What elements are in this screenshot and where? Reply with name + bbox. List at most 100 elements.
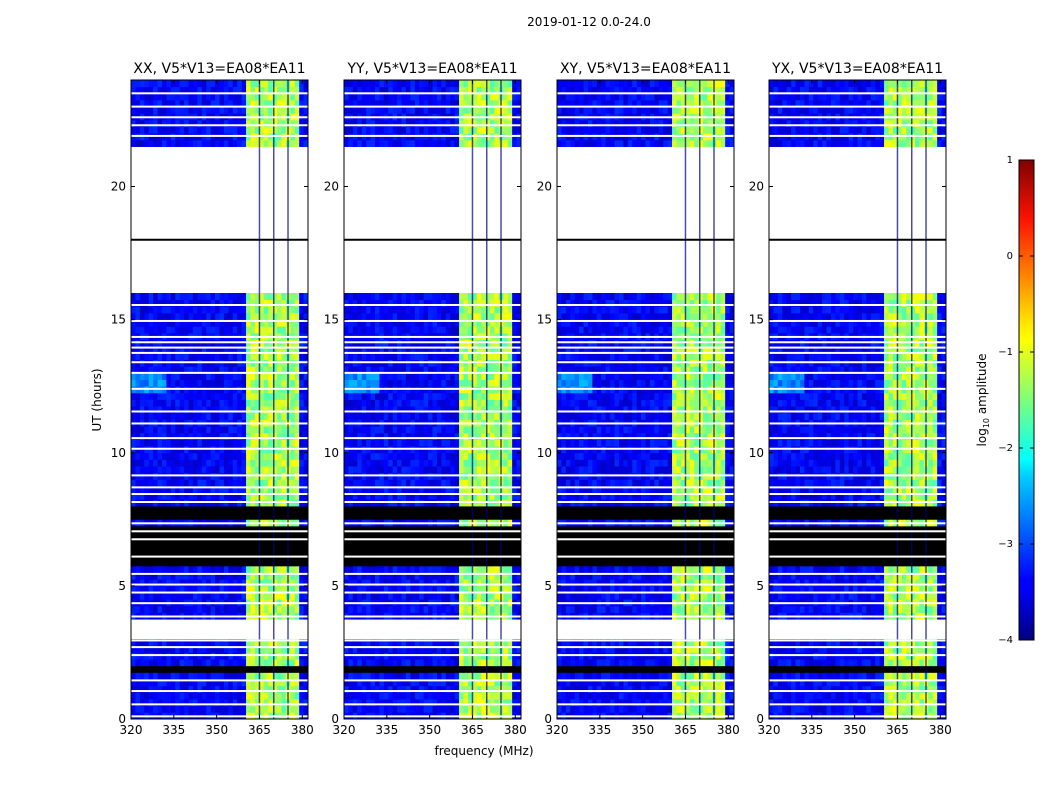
heatmap-cell — [294, 299, 300, 307]
heatmap-cell — [254, 639, 260, 647]
heatmap-cell — [294, 665, 300, 673]
heatmap-cell — [153, 592, 158, 600]
heatmap-cell — [344, 426, 349, 434]
heatmap-cell — [210, 672, 216, 680]
heatmap-cell — [366, 645, 371, 653]
heatmap-cell — [157, 559, 163, 567]
heatmap-cell — [294, 86, 300, 94]
heatmap-cell — [392, 699, 398, 707]
heatmap-cell — [388, 592, 394, 600]
heatmap-cell — [201, 392, 207, 400]
heatmap-cell — [290, 346, 296, 354]
heatmap-cell — [272, 572, 278, 580]
heatmap-cell — [148, 532, 154, 540]
heatmap-cell — [161, 685, 167, 693]
heatmap-cell — [490, 672, 495, 680]
heatmap-cell — [366, 466, 371, 474]
heatmap-cell — [166, 506, 172, 514]
heatmap-cell — [170, 572, 176, 580]
heatmap-cell — [428, 665, 433, 673]
heatmap-cell — [299, 86, 304, 94]
heatmap-cell — [148, 312, 154, 321]
heatmap-cell — [503, 532, 509, 540]
heatmap-cell — [512, 699, 517, 707]
heatmap-cell — [272, 86, 278, 94]
heatmap-cell — [232, 366, 238, 374]
heatmap-cell — [512, 459, 517, 467]
heatmap-cell — [436, 559, 442, 567]
heatmap-cell — [161, 80, 167, 88]
heatmap-cell — [445, 412, 451, 420]
heatmap-cell — [144, 326, 150, 334]
heatmap-cell — [481, 685, 487, 693]
heatmap-cell — [357, 412, 363, 420]
heatmap-cell — [250, 326, 256, 334]
heatmap-cell — [131, 605, 136, 613]
heatmap-cell — [197, 585, 203, 593]
heatmap-cell — [303, 312, 309, 321]
heatmap-cell — [481, 699, 487, 707]
heatmap-cell — [210, 426, 216, 434]
heatmap-cell — [157, 545, 163, 553]
heatmap-cell — [184, 412, 189, 420]
heatmap-cell — [241, 399, 247, 407]
heatmap-cell — [263, 379, 269, 387]
heatmap-cell — [184, 592, 189, 600]
heatmap-cell — [419, 572, 425, 580]
heatmap-cell — [405, 506, 411, 514]
heatmap-cell — [131, 452, 136, 460]
heatmap-cell — [303, 379, 309, 387]
heatmap-cell — [348, 572, 354, 580]
heatmap-cell — [246, 486, 251, 494]
heatmap-cell — [259, 692, 265, 700]
heatmap-cell — [454, 379, 460, 387]
heatmap-cell — [503, 459, 509, 467]
heatmap-cell — [272, 99, 278, 108]
heatmap-cell — [388, 645, 394, 653]
heatmap-cell — [414, 585, 420, 593]
heatmap-cell — [206, 565, 212, 573]
heatmap-cell — [272, 392, 278, 400]
heatmap-cell — [210, 346, 216, 354]
heatmap-cell — [303, 545, 309, 553]
heatmap-cell — [206, 699, 212, 707]
heatmap-cell — [135, 512, 141, 520]
heatmap-cell — [476, 639, 482, 647]
heatmap-cell — [184, 492, 189, 500]
heatmap-cell — [352, 565, 358, 573]
heatmap-cell — [494, 665, 500, 673]
heatmap-cell — [476, 665, 482, 673]
heatmap-cell — [361, 459, 367, 467]
heatmap-cell — [153, 126, 158, 134]
heatmap-cell — [401, 545, 407, 553]
heatmap-cell — [148, 452, 154, 460]
heatmap-cell — [494, 352, 500, 360]
heatmap-cell — [294, 412, 300, 420]
heatmap-cell — [290, 545, 296, 553]
heatmap-cell — [294, 532, 300, 540]
heatmap-cell — [237, 99, 243, 108]
heatmap-cell — [166, 106, 172, 114]
heatmap-cell — [210, 326, 216, 334]
heatmap-cell — [215, 352, 220, 360]
heatmap-cell — [419, 705, 425, 713]
heatmap-cell — [357, 639, 363, 647]
heatmap-cell — [237, 312, 243, 321]
heatmap-cell — [401, 645, 407, 653]
heatmap-cell — [131, 579, 136, 587]
heatmap-cell — [206, 559, 212, 567]
heatmap-cell — [428, 559, 433, 567]
heatmap-cell — [374, 506, 380, 514]
heatmap-cell — [175, 372, 181, 380]
heatmap-cell — [144, 126, 150, 134]
heatmap-cell — [201, 406, 207, 414]
heatmap-cell — [223, 312, 229, 321]
heatmap-cell — [428, 512, 433, 520]
heatmap-cell — [241, 319, 247, 327]
heatmap-cell — [419, 559, 425, 567]
heatmap-cell — [441, 426, 447, 434]
heatmap-cell — [241, 452, 247, 460]
heatmap-cell — [344, 506, 349, 514]
heatmap-cell — [419, 352, 425, 360]
heatmap-cell — [206, 592, 212, 600]
